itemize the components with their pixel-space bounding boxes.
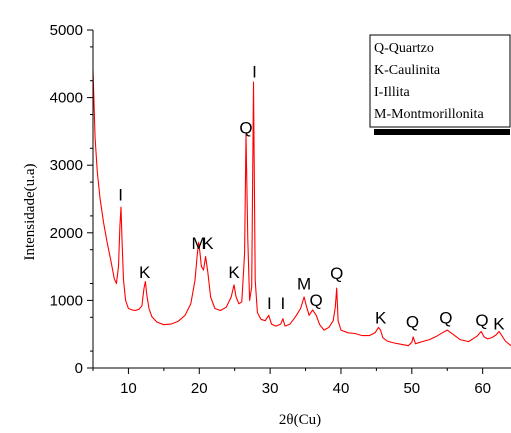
peak-label: Q bbox=[330, 264, 343, 283]
x-tick-label: 50 bbox=[403, 380, 420, 397]
peak-label: M bbox=[191, 234, 205, 253]
legend-entry-caulinita: K-Caulinita bbox=[374, 63, 441, 78]
y-tick-label: 1000 bbox=[50, 292, 83, 309]
x-tick-label: 40 bbox=[333, 380, 350, 397]
x-tick-label: 30 bbox=[262, 380, 279, 397]
peak-label: K bbox=[202, 234, 214, 253]
peak-label: K bbox=[139, 263, 151, 282]
y-axis-title: Intensidade(u.a) bbox=[22, 163, 38, 260]
y-axis-ticks: 0 1000 2000 3000 4000 5000 bbox=[50, 22, 93, 377]
y-tick-label: 3000 bbox=[50, 157, 83, 174]
legend-entry-montmorillonita: M-Montmorillonita bbox=[374, 107, 484, 122]
series-line-xrd-pattern bbox=[92, 70, 511, 347]
legend-box bbox=[369, 34, 511, 128]
x-tick-label: 60 bbox=[474, 380, 491, 397]
x-axis-ticks: 10 20 30 40 50 60 bbox=[92, 368, 491, 397]
peak-label: I bbox=[267, 294, 272, 313]
peak-label: Q bbox=[406, 312, 419, 331]
peak-label: Q bbox=[475, 311, 488, 330]
peak-label: I bbox=[118, 185, 123, 204]
peak-label: K bbox=[375, 308, 387, 327]
y-tick-label: 0 bbox=[75, 360, 83, 377]
x-tick-label: 20 bbox=[191, 380, 208, 397]
peak-label: K bbox=[228, 263, 240, 282]
legend-entry-quartzo: Q-Quartzo bbox=[374, 41, 434, 56]
peak-label: Q bbox=[310, 291, 323, 310]
y-tick-label: 2000 bbox=[50, 225, 83, 242]
legend-shadow bbox=[374, 129, 510, 135]
peak-label: M bbox=[297, 275, 311, 294]
peak-label: Q bbox=[439, 308, 452, 327]
peak-label: I bbox=[252, 62, 257, 81]
peak-label: Q bbox=[239, 118, 252, 137]
x-axis-title: 2θ(Cu) bbox=[279, 412, 321, 428]
peak-label: I bbox=[281, 294, 286, 313]
x-tick-label: 10 bbox=[120, 380, 137, 397]
legend-entry-illita: I-Illita bbox=[374, 85, 411, 100]
y-tick-label: 5000 bbox=[50, 22, 83, 39]
legend: Q-Quartzo K-Caulinita I-Illita M-Montmor… bbox=[369, 34, 511, 135]
y-tick-label: 4000 bbox=[50, 90, 83, 107]
peak-label: K bbox=[493, 314, 505, 333]
